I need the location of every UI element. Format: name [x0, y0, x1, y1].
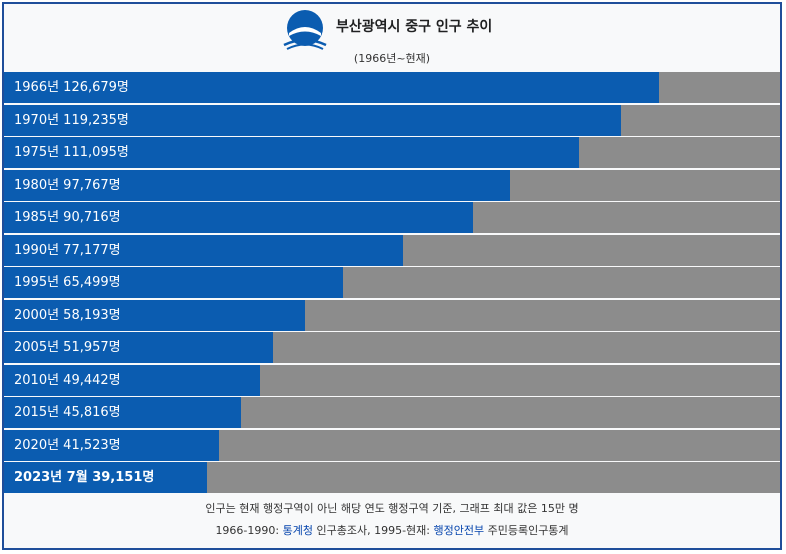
- bar-row: 2000년 58,193명: [4, 299, 780, 331]
- bar-label: 1970년 119,235명: [14, 112, 129, 128]
- population-bar: [4, 104, 621, 136]
- statistics-korea-link[interactable]: 통계청: [282, 524, 313, 537]
- bar-label: 2023년 7월 39,151명: [14, 470, 155, 485]
- bar-row: 2023년 7월 39,151명: [4, 462, 780, 493]
- population-bar: [4, 299, 305, 331]
- bar-row: 2020년 41,523명: [4, 429, 780, 461]
- population-bar: [4, 462, 207, 493]
- chart-header: 부산광역시 중구 인구 추이 (1966년~현재): [4, 4, 780, 72]
- bar-row: 1995년 65,499명: [4, 267, 780, 298]
- bar-row: 1985년 90,716명: [4, 202, 780, 233]
- population-bar: [4, 397, 241, 428]
- bar-label: 1995년 65,499명: [14, 275, 121, 290]
- bar-label: 1975년 111,095명: [14, 145, 129, 160]
- population-bar: [4, 267, 343, 298]
- bar-row: 2015년 45,816명: [4, 397, 780, 428]
- bar-row: 1966년 126,679명: [4, 72, 780, 103]
- footer-note: 인구는 현재 행정구역이 아닌 해당 연도 행정구역 기준, 그래프 최대 값은…: [205, 502, 579, 515]
- chart-footer: 인구는 현재 행정구역이 아닌 해당 연도 행정구역 기준, 그래프 최대 값은…: [4, 498, 780, 542]
- bar-row: 1975년 111,095명: [4, 137, 780, 168]
- bar-label: 2015년 45,816명: [14, 405, 121, 420]
- source-prefix: 1966-1990:: [215, 524, 283, 537]
- busan-emblem-icon: [283, 10, 327, 50]
- bar-label: 1990년 77,177명: [14, 242, 121, 258]
- footer-source: 1966-1990: 통계청 인구총조사, 1995-현재: 행정안전부 주민등…: [4, 520, 780, 542]
- bar-label: 2010년 49,442명: [14, 372, 121, 388]
- population-bar: [4, 137, 579, 168]
- bar-row: 2010년 49,442명: [4, 364, 780, 396]
- population-bar: [4, 332, 273, 363]
- population-bar: [4, 169, 510, 201]
- bar-label: 2000년 58,193명: [14, 307, 121, 323]
- bar-label: 1966년 126,679명: [14, 80, 129, 95]
- population-bar: [4, 202, 473, 233]
- chart-subtitle: (1966년~현재): [353, 52, 431, 65]
- bar-row: 1990년 77,177명: [4, 234, 780, 266]
- population-bar: [4, 234, 403, 266]
- chart-title: 부산광역시 중구 인구 추이: [336, 19, 493, 35]
- population-bar: [4, 364, 260, 396]
- bar-row: 1980년 97,767명: [4, 169, 780, 201]
- source-suffix: 주민등록인구통계: [484, 524, 569, 537]
- bar-label: 1985년 90,716명: [14, 210, 121, 225]
- bar-label: 2020년 41,523명: [14, 437, 121, 453]
- ministry-link[interactable]: 행정안전부: [433, 524, 485, 537]
- bar-label: 2005년 51,957명: [14, 340, 121, 355]
- population-bar: [4, 429, 219, 461]
- bar-row: 2005년 51,957명: [4, 332, 780, 363]
- source-mid: 인구총조사, 1995-현재:: [312, 524, 434, 537]
- bar-row: 1970년 119,235명: [4, 104, 780, 136]
- bar-label: 1980년 97,767명: [14, 177, 121, 193]
- population-bar: [4, 72, 659, 103]
